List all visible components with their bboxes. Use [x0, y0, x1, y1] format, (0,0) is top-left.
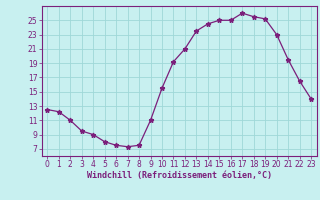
X-axis label: Windchill (Refroidissement éolien,°C): Windchill (Refroidissement éolien,°C)	[87, 171, 272, 180]
